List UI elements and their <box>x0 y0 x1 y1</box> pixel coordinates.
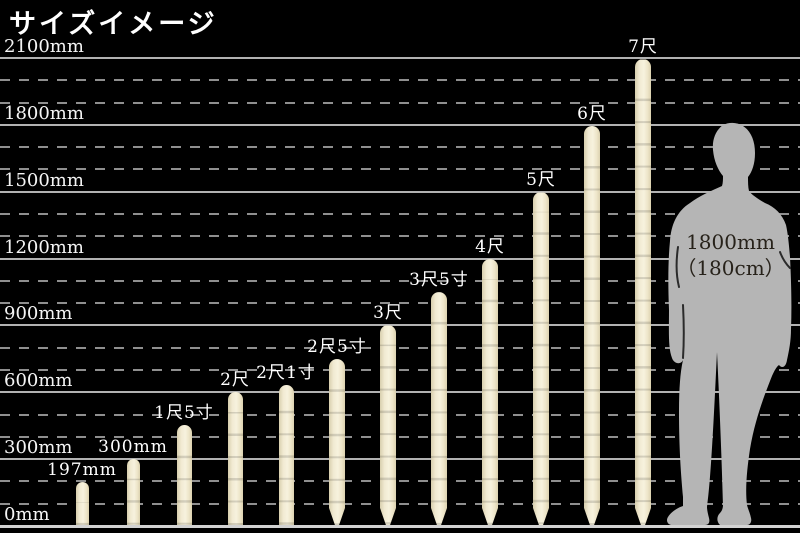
stake-label-2尺: 2尺 <box>220 369 250 390</box>
stake-label-4尺: 4尺 <box>475 236 505 257</box>
gridline-major-1800mm <box>0 124 800 126</box>
stake-bar-197mm <box>75 481 89 525</box>
gridline-minor-700mm <box>0 369 800 371</box>
stake-bar-6尺 <box>584 126 600 525</box>
gridline-minor-2000mm <box>0 79 800 81</box>
stake-label-2尺5寸: 2尺5寸 <box>307 336 367 357</box>
stake-bar-3尺5寸 <box>431 292 447 525</box>
stake-bar-4尺 <box>482 259 498 525</box>
axis-tick-label-600: 600mm <box>4 370 73 391</box>
stake-bar-3尺 <box>380 325 396 525</box>
gridline-minor-100mm <box>0 503 800 505</box>
gridline-minor-200mm <box>0 480 800 482</box>
gridline-minor-1300mm <box>0 235 800 237</box>
stake-bar-1尺5寸 <box>176 425 192 525</box>
gridline-major-600mm <box>0 391 800 393</box>
stake-label-6尺: 6尺 <box>577 103 607 124</box>
human-silhouette <box>667 122 792 525</box>
gridline-major-2100mm <box>0 57 800 59</box>
silhouette-sleeve-crease <box>779 251 791 269</box>
gridline-minor-500mm <box>0 414 800 416</box>
axis-tick-label-1200: 1200mm <box>4 237 84 258</box>
axis-tick-label-900: 900mm <box>4 303 73 324</box>
axis-tick-label-1800: 1800mm <box>4 103 84 124</box>
gridline-minor-1600mm <box>0 168 800 170</box>
stake-label-5尺: 5尺 <box>526 170 556 191</box>
chart-title: サイズイメージ <box>9 9 218 40</box>
stake-label-197mm: 197mm <box>47 459 117 480</box>
silhouette-arm-crease <box>675 246 680 288</box>
stake-bar-2尺1寸 <box>278 385 294 525</box>
gridline-major-0mm <box>0 525 800 528</box>
gridline-minor-1900mm <box>0 102 800 104</box>
stake-label-7尺: 7尺 <box>628 37 658 58</box>
axis-tick-label-300: 300mm <box>4 437 73 458</box>
figure-height-label: 1800mm （180cm） <box>663 229 798 281</box>
stake-bar-5尺 <box>533 192 549 525</box>
gridline-minor-1400mm <box>0 213 800 215</box>
axis-tick-label-0: 0mm <box>4 504 50 525</box>
stake-label-2尺1寸: 2尺1寸 <box>256 363 316 384</box>
gridline-minor-1700mm <box>0 146 800 148</box>
stake-bar-2尺 <box>227 391 243 525</box>
gridline-major-900mm <box>0 324 800 326</box>
gridline-minor-1100mm <box>0 280 800 282</box>
stake-label-300mm: 300mm <box>98 437 168 458</box>
gridline-major-300mm <box>0 458 800 460</box>
axis-tick-label-1500: 1500mm <box>4 170 84 191</box>
stake-bar-300mm <box>126 459 140 525</box>
silhouette-body <box>667 122 792 525</box>
gridline-minor-1000mm <box>0 302 800 304</box>
figure-height-mm: 1800mm <box>686 230 775 254</box>
figure-height-cm: （180cm） <box>676 256 785 280</box>
gridline-minor-800mm <box>0 347 800 349</box>
stake-bar-7尺 <box>635 59 651 525</box>
silhouette-hand-crease <box>682 304 685 359</box>
stake-label-3尺: 3尺 <box>373 303 403 324</box>
stake-label-3尺5寸: 3尺5寸 <box>409 270 469 291</box>
gridline-major-1500mm <box>0 191 800 193</box>
axis-tick-label-2100: 2100mm <box>4 36 84 57</box>
gridline-minor-400mm <box>0 436 800 438</box>
stake-label-1尺5寸: 1尺5寸 <box>154 403 214 424</box>
stake-bar-2尺5寸 <box>329 359 345 525</box>
gridline-major-1200mm <box>0 258 800 260</box>
